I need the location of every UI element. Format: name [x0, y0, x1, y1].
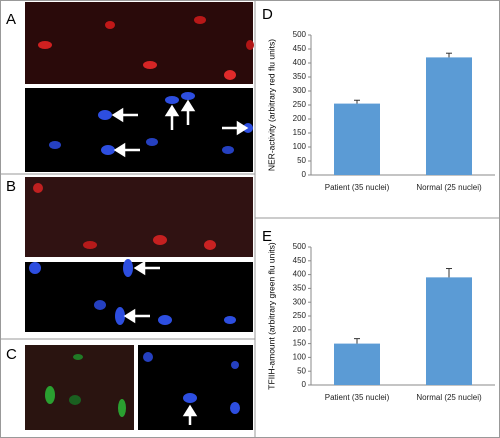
micrograph-c: [25, 345, 253, 430]
x-tick-label: Patient (35 nuclei): [325, 183, 390, 192]
y-tick-label: 400: [293, 58, 307, 67]
y-tick-label: 250: [293, 100, 307, 109]
y-tick-label: 300: [293, 297, 307, 306]
bar: [334, 343, 380, 385]
panel-label: E: [262, 228, 272, 245]
micrograph-b: [25, 177, 253, 332]
y-tick-label: 350: [293, 72, 307, 81]
y-tick-label: 500: [293, 242, 307, 251]
x-tick-label: Patient (35 nuclei): [325, 393, 390, 402]
y-tick-label: 0: [302, 380, 307, 389]
y-tick-label: 300: [293, 86, 307, 95]
y-axis-label: NER-activity (arbitrary red flu units): [266, 39, 276, 171]
x-tick-label: Normal (25 nuclei): [416, 183, 482, 192]
panel-label: B: [6, 178, 16, 195]
y-axis-label: TFIIH-amount (arbitrary green flu units): [266, 242, 276, 390]
y-tick-label: 500: [293, 30, 307, 39]
y-tick-label: 350: [293, 284, 307, 293]
bar: [426, 57, 472, 175]
y-tick-label: 100: [293, 142, 307, 151]
error-bar: [446, 52, 452, 58]
y-tick-label: 250: [293, 311, 307, 320]
panel-label: C: [6, 346, 17, 363]
y-tick-label: 150: [293, 128, 307, 137]
x-tick-label: Normal (25 nuclei): [416, 393, 482, 402]
arrows: [111, 99, 249, 425]
error-bar: [446, 268, 452, 278]
panel-label: A: [6, 11, 16, 28]
y-tick-label: 100: [293, 353, 307, 362]
y-tick-label: 50: [297, 156, 306, 165]
y-tick-label: 450: [293, 256, 307, 265]
y-tick-label: 400: [293, 270, 307, 279]
error-bar: [354, 99, 360, 104]
y-tick-label: 50: [297, 366, 306, 375]
panel-label: D: [262, 6, 273, 23]
y-tick-label: 150: [293, 339, 307, 348]
error-bar: [354, 338, 360, 344]
micrograph-a: [25, 2, 254, 172]
y-tick-label: 450: [293, 44, 307, 53]
bar: [334, 103, 380, 175]
y-tick-label: 0: [302, 170, 307, 179]
bar: [426, 277, 472, 385]
y-tick-label: 200: [293, 114, 307, 123]
y-tick-label: 200: [293, 325, 307, 334]
